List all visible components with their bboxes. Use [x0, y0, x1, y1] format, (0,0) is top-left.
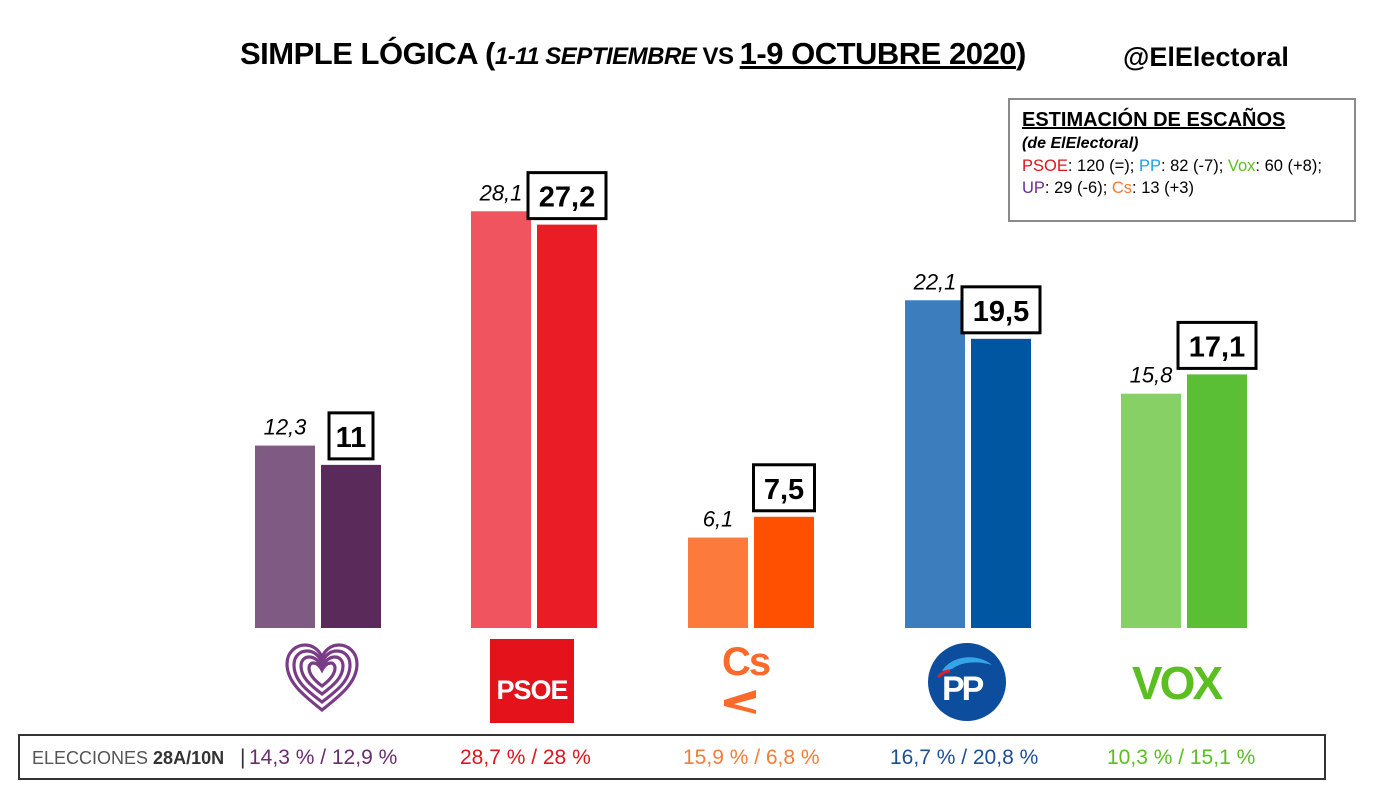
bar-previous-up	[255, 445, 315, 628]
bar-chart: 12,3 11 28,1 27,2 6,1 7,5 22,1 19,5 15,8 17,1	[255, 171, 1258, 629]
seat-party-cs: Cs	[1111, 179, 1133, 197]
election-result-cs: 15,9 % / 6,8 %	[683, 746, 820, 769]
label-box-current-vox	[1176, 320, 1258, 370]
vox-logo-text: VOX	[1132, 657, 1223, 709]
cs-logo: Cs	[722, 640, 786, 718]
label-current-up: 11	[336, 422, 367, 454]
bar-previous-cs	[688, 537, 748, 628]
seat-estimate-list: PSOE: 120 (=); PP: 82 (-7); Vox: 60 (+8)…	[1022, 155, 1342, 199]
vox-logo: VOX	[1132, 656, 1223, 710]
title-period-current: 1-9 OCTUBRE 2020	[739, 36, 1017, 71]
seat-text-cs: : 13 (+3)	[1132, 179, 1194, 197]
chart-title: SIMPLE LÓGICA (1-11 SEPTIEMBRE VS 1-9 OC…	[240, 36, 1026, 72]
bar-current-psoe	[537, 224, 597, 628]
seat-estimate-title: ESTIMACIÓN DE ESCAÑOS	[1022, 109, 1286, 131]
label-current-pp: 19,5	[973, 296, 1029, 328]
label-current-psoe: 27,2	[539, 182, 595, 214]
bar-current-up	[321, 464, 381, 628]
seat-text-up: : 29 (-6);	[1044, 179, 1112, 197]
seat-estimate-subtitle: (de ElElectoral)	[1022, 135, 1139, 152]
election-result-psoe: 28,7 % / 28 %	[460, 746, 591, 769]
seat-party-psoe: PSOE	[1022, 157, 1068, 175]
psoe-logo-text: PSOE	[496, 675, 568, 705]
election-result-pp: 16,7 % / 20,8 %	[890, 746, 1039, 769]
podemos-heart-logo-icon	[285, 643, 359, 713]
elections-label-dates: 28A/10N	[153, 748, 225, 768]
title-vs: VS	[696, 43, 740, 70]
election-results-bar: ELECCIONES 28A/10N | 14,3 % / 12,9 % 28,…	[18, 734, 1326, 780]
seat-party-up: UP	[1022, 179, 1045, 197]
bar-previous-psoe	[471, 211, 531, 629]
seat-text-pp: : 82 (-7);	[1160, 157, 1228, 175]
bar-current-pp	[971, 338, 1031, 628]
label-current-cs: 7,5	[764, 474, 804, 506]
election-result-up: 14,3 % / 12,9 %	[249, 746, 398, 769]
label-previous-up: 12,3	[264, 415, 308, 440]
seat-text-psoe: : 120 (=);	[1067, 157, 1139, 175]
label-box-current-up	[327, 411, 375, 461]
label-previous-cs: 6,1	[703, 507, 734, 532]
bar-current-cs	[754, 516, 814, 628]
psoe-logo: PSOE	[490, 639, 574, 723]
title-main: SIMPLE LÓGICA (	[240, 36, 495, 71]
title-period-previous: 1-11 SEPTIEMBRE	[494, 43, 697, 70]
label-box-current-psoe	[526, 171, 608, 221]
elections-label: ELECCIONES 28A/10N	[32, 748, 224, 769]
label-previous-pp: 22,1	[913, 269, 957, 294]
pp-seagull-icon	[936, 657, 992, 679]
bar-previous-vox	[1121, 393, 1181, 628]
election-result-vox: 10,3 % / 15,1 %	[1107, 746, 1256, 769]
label-current-vox: 17,1	[1189, 331, 1245, 363]
label-previous-psoe: 28,1	[479, 180, 523, 205]
pp-logo-text: PP	[942, 670, 984, 708]
seat-text-vox: : 60 (+8);	[1255, 157, 1322, 175]
elections-separator: |	[240, 746, 246, 769]
elections-label-prefix: ELECCIONES	[32, 748, 154, 768]
bar-previous-pp	[905, 300, 965, 628]
label-box-current-pp	[960, 285, 1042, 335]
seat-party-vox: Vox	[1227, 157, 1256, 175]
label-previous-vox: 15,8	[1130, 363, 1174, 388]
label-box-current-cs	[752, 463, 816, 513]
cs-logo-text: Cs	[722, 640, 771, 684]
seat-party-pp: PP	[1138, 157, 1161, 175]
cs-chevron-icon	[724, 690, 756, 714]
pp-logo: PP	[928, 643, 1006, 721]
seat-estimate-box: ESTIMACIÓN DE ESCAÑOS (de ElElectoral) P…	[1008, 98, 1356, 222]
author-handle: @ElElectoral	[1123, 42, 1289, 72]
title-close: )	[1015, 36, 1026, 71]
bar-current-vox	[1187, 374, 1247, 628]
